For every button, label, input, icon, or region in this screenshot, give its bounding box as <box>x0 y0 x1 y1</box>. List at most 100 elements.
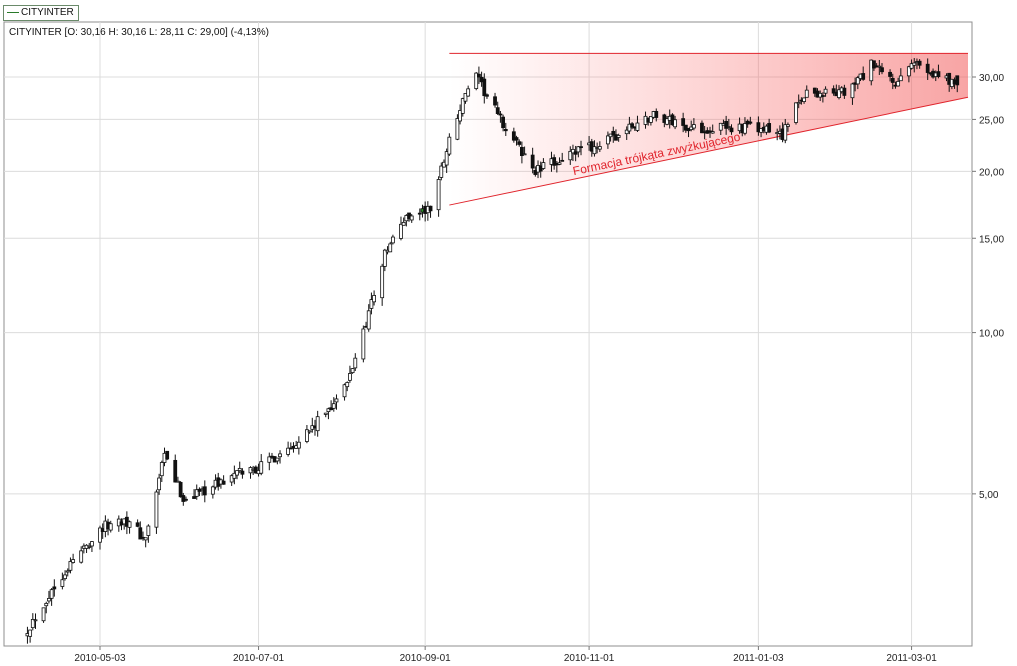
candle-body <box>571 148 575 154</box>
candle-body <box>267 456 272 463</box>
candle-body <box>197 488 202 492</box>
candle <box>305 424 309 444</box>
candle <box>436 176 441 217</box>
candle <box>444 148 449 173</box>
candle-body <box>439 165 444 178</box>
candle-body <box>511 131 516 141</box>
candle-body <box>718 122 723 131</box>
candle-body <box>530 154 535 169</box>
candle-body <box>47 598 51 602</box>
candle-body <box>573 151 578 155</box>
candle <box>28 629 33 643</box>
candle-body <box>157 477 162 491</box>
candle-body <box>79 550 84 563</box>
candle <box>350 368 355 374</box>
candle <box>146 524 151 543</box>
y-tick-label: 25,00 <box>979 115 1004 126</box>
candle <box>898 68 903 82</box>
candle-body <box>305 429 309 442</box>
candle-body <box>648 116 653 123</box>
candle <box>498 110 503 123</box>
x-tick-label: 2011-03-01 <box>886 653 937 664</box>
candle-body <box>880 67 884 73</box>
candle-body <box>624 129 629 135</box>
candle-body <box>278 453 282 458</box>
candle-body <box>635 122 640 131</box>
candle-body <box>353 357 358 369</box>
candle <box>44 601 49 614</box>
candle-body <box>896 80 901 87</box>
candle <box>503 122 508 136</box>
candle <box>382 248 387 272</box>
candle-body <box>861 73 866 80</box>
candle <box>159 460 164 483</box>
candle-body <box>460 98 465 114</box>
axes: 5,00 10,00 15,00 20,00 25,00 30,00 2010-05-03 2… <box>74 73 1004 664</box>
candle-body <box>906 66 911 77</box>
legend-tab[interactable]: CITYINTER <box>3 5 79 21</box>
candle <box>52 579 57 597</box>
candle-body <box>232 472 237 479</box>
candle <box>890 73 895 90</box>
candle-body <box>417 212 422 215</box>
candle <box>307 430 312 434</box>
y-tick-label: 15,00 <box>979 234 1004 245</box>
candle-body <box>235 470 239 476</box>
candle <box>571 144 575 162</box>
candle-body <box>477 73 481 78</box>
candle <box>673 115 677 130</box>
candle-body <box>458 110 462 122</box>
candle-body <box>616 135 621 138</box>
candle-body <box>178 482 183 498</box>
candle <box>872 60 876 71</box>
candle <box>648 116 653 126</box>
candle <box>576 146 581 158</box>
candle <box>909 59 914 70</box>
candle-body <box>323 412 328 415</box>
candle-body <box>710 131 715 134</box>
candle-body <box>872 60 876 69</box>
candle <box>700 120 704 134</box>
candle <box>861 66 866 81</box>
candle <box>157 473 162 495</box>
candle <box>568 146 573 165</box>
candle-body <box>520 146 524 156</box>
candle <box>30 613 35 631</box>
candle <box>912 58 917 73</box>
candle-body <box>466 88 471 97</box>
candle <box>786 122 790 132</box>
candle <box>820 92 825 103</box>
candle-body <box>108 523 113 531</box>
candle <box>520 141 524 164</box>
candle-body <box>240 470 245 475</box>
candle-body <box>165 450 170 460</box>
candle-body <box>597 146 602 150</box>
candle <box>802 97 806 104</box>
candle-body <box>348 373 352 381</box>
candle <box>955 75 960 93</box>
candle-body <box>592 146 597 155</box>
candle-body <box>533 170 538 175</box>
candle-body <box>605 135 610 145</box>
candle-body <box>65 570 70 573</box>
candle <box>229 474 234 486</box>
candle-body <box>691 124 696 129</box>
candle-body <box>955 75 960 86</box>
candle <box>906 65 911 83</box>
candle <box>143 537 148 548</box>
candle <box>165 450 170 461</box>
candle-body <box>541 162 546 169</box>
candle <box>79 546 84 564</box>
candle <box>380 263 385 306</box>
candle-body <box>173 459 178 483</box>
candle <box>173 454 178 483</box>
candle <box>447 133 452 157</box>
candle-body <box>724 120 729 129</box>
candle <box>296 436 301 455</box>
candle <box>361 325 366 363</box>
candle <box>783 118 788 144</box>
candle <box>455 114 460 141</box>
candle-body <box>552 157 557 166</box>
candle <box>691 118 696 131</box>
